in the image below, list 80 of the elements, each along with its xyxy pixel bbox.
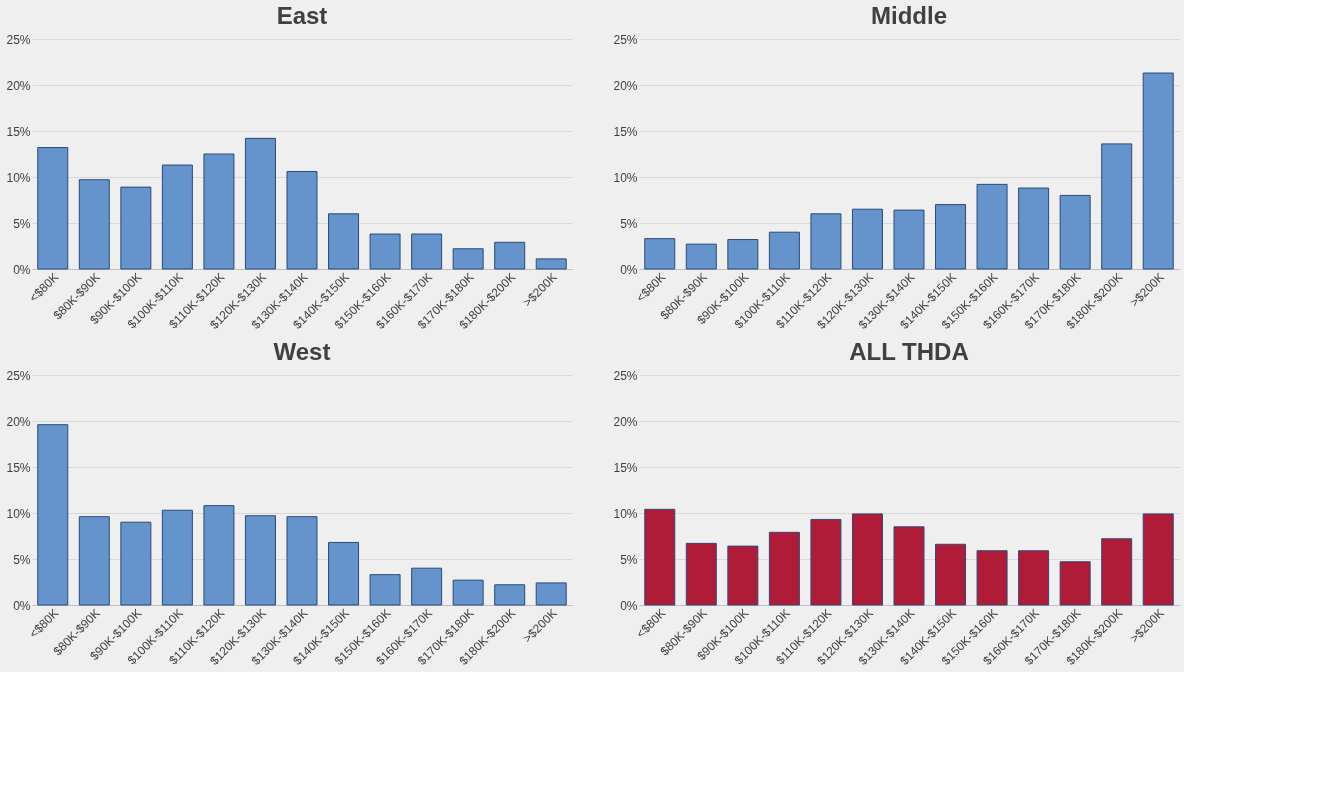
bar <box>768 531 800 606</box>
bar <box>369 574 401 606</box>
bar <box>244 137 276 270</box>
bar <box>1059 194 1091 270</box>
bar <box>328 213 360 270</box>
bar <box>37 424 69 606</box>
bar <box>411 233 443 270</box>
bar <box>644 238 676 270</box>
bar <box>120 521 152 606</box>
bar <box>685 542 717 606</box>
y-tick-label: 20% <box>613 78 638 93</box>
y-tick-label: 15% <box>6 460 31 475</box>
y-tick-label: 0% <box>13 598 31 613</box>
y-tick-label: 5% <box>13 552 31 567</box>
bar <box>452 248 484 270</box>
bar <box>78 179 110 270</box>
y-tick-label: 5% <box>620 552 638 567</box>
y-tick-label: 25% <box>6 368 31 383</box>
bar <box>810 518 842 606</box>
bar <box>1142 513 1174 606</box>
chart-title: ALL THDA <box>849 338 969 365</box>
y-tick-label: 20% <box>6 414 31 429</box>
y-tick-label: 25% <box>613 32 638 47</box>
bar <box>976 550 1008 606</box>
bar <box>1018 550 1050 606</box>
y-tick-label: 0% <box>620 262 638 277</box>
y-tick-label: 10% <box>613 506 638 521</box>
bar <box>768 231 800 270</box>
bar <box>494 241 526 270</box>
bar <box>452 579 484 606</box>
bar <box>328 541 360 606</box>
bar <box>120 186 152 270</box>
bar <box>286 516 318 606</box>
bar <box>976 183 1008 270</box>
bar <box>203 505 235 606</box>
chart-title: West <box>273 338 331 365</box>
y-tick-label: 5% <box>620 216 638 231</box>
bar <box>244 515 276 606</box>
y-tick-label: 15% <box>613 124 638 139</box>
y-tick-label: 20% <box>613 414 638 429</box>
bar <box>727 239 759 270</box>
bar <box>893 526 925 606</box>
bar <box>78 516 110 606</box>
bar <box>37 147 69 270</box>
bar <box>644 508 676 606</box>
bar <box>1059 561 1091 606</box>
bar <box>893 209 925 270</box>
y-tick-label: 10% <box>613 170 638 185</box>
bar <box>935 204 967 270</box>
bar <box>203 153 235 270</box>
bar <box>851 513 883 606</box>
bar <box>494 584 526 606</box>
bar <box>935 543 967 606</box>
bar <box>369 233 401 270</box>
bar <box>535 258 567 270</box>
bar <box>727 545 759 606</box>
y-tick-label: 10% <box>6 170 31 185</box>
bar <box>685 243 717 270</box>
bar <box>161 509 193 606</box>
chart-title: East <box>276 2 328 29</box>
y-tick-label: 25% <box>613 368 638 383</box>
y-tick-label: 15% <box>6 124 31 139</box>
y-tick-label: 5% <box>13 216 31 231</box>
y-tick-label: 10% <box>6 506 31 521</box>
bar <box>810 213 842 270</box>
y-tick-label: 0% <box>13 262 31 277</box>
bar <box>1101 538 1133 606</box>
bar <box>1018 187 1050 270</box>
chart-title: Middle <box>871 2 947 29</box>
bar <box>1142 72 1174 270</box>
bar <box>1101 143 1133 270</box>
bar <box>411 567 443 606</box>
bar <box>535 582 567 606</box>
bar <box>851 208 883 270</box>
bar <box>286 170 318 270</box>
y-tick-label: 25% <box>6 32 31 47</box>
y-tick-label: 15% <box>613 460 638 475</box>
y-tick-label: 0% <box>620 598 638 613</box>
bar <box>161 164 193 270</box>
y-tick-label: 20% <box>6 78 31 93</box>
